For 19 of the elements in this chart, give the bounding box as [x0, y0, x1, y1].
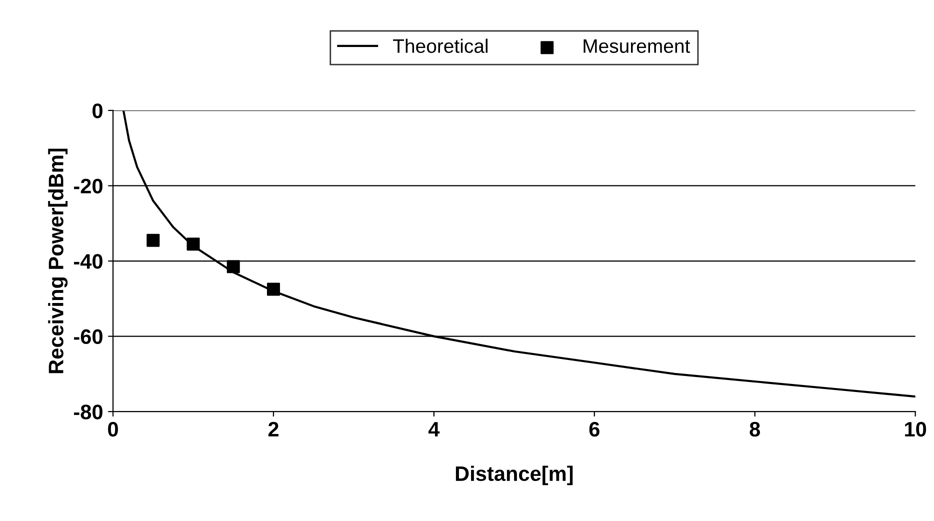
y-tick-label: -80	[74, 404, 102, 420]
legend-label: Mesurement	[584, 39, 690, 53]
y-tick-label: -40	[74, 254, 102, 269]
y-tick-label: 0	[92, 103, 102, 118]
x-tick-label: 2	[268, 422, 278, 436]
point	[186, 238, 200, 251]
x-tick-label: 10	[905, 422, 926, 437]
point	[146, 234, 160, 247]
y-tick-label: -20	[74, 178, 102, 194]
legend-label: Theoretical	[393, 38, 488, 53]
y-axis-title: Receiving Power[dBm]	[48, 148, 68, 374]
point	[226, 260, 240, 274]
point	[266, 282, 280, 296]
x-tick-label: 6	[589, 422, 600, 437]
x-tick-label: 8	[750, 422, 760, 437]
x-tick-label: 4	[428, 422, 440, 436]
x-tick-label: 0	[108, 422, 118, 437]
x-axis-title: Distance[m]	[456, 466, 573, 486]
y-tick-label: -60	[74, 329, 102, 344]
